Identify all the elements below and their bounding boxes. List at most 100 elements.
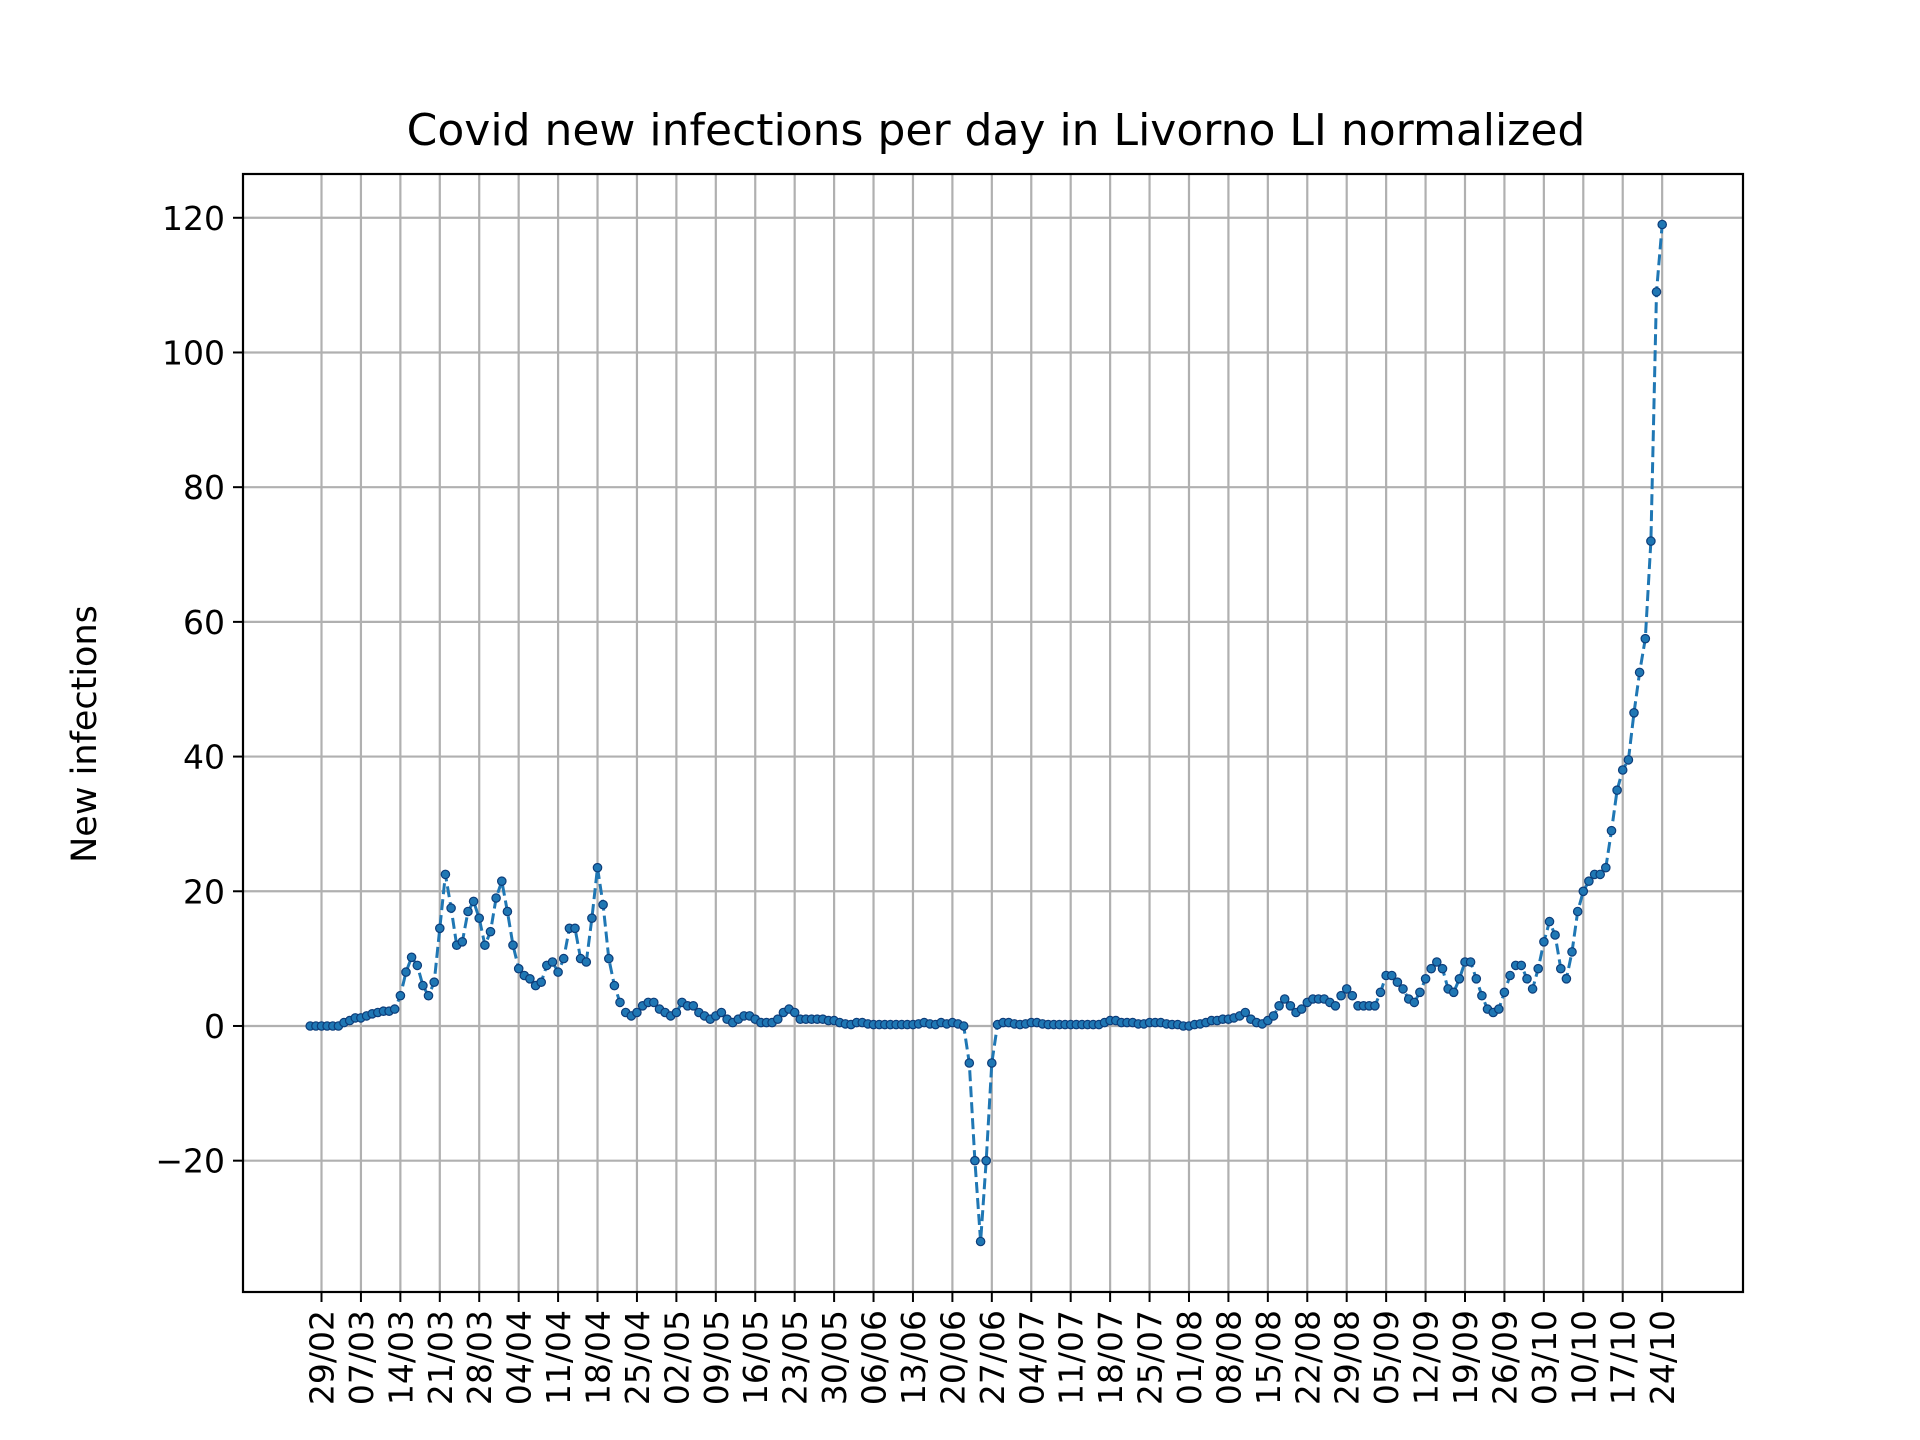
data-point <box>1617 765 1628 775</box>
data-point <box>1370 1000 1380 1011</box>
x-tick-label: 02/05 <box>657 1310 696 1405</box>
data-point <box>1415 987 1425 998</box>
data-point <box>1505 970 1515 981</box>
x-tick-label: 20/06 <box>933 1310 972 1405</box>
data-point <box>1465 957 1476 967</box>
x-tick-label: 08/08 <box>1209 1310 1248 1405</box>
data-point <box>1240 1007 1251 1018</box>
data-point <box>1409 997 1420 1008</box>
y-tick-label: 20 <box>183 872 225 911</box>
data-point <box>1522 973 1532 984</box>
data-point <box>1285 1000 1296 1011</box>
data-point <box>1533 963 1543 974</box>
data-point <box>1539 936 1549 947</box>
data-point <box>1606 825 1617 836</box>
data-point <box>1550 930 1560 940</box>
x-tick-label: 30/05 <box>815 1310 854 1405</box>
data-point <box>463 906 473 917</box>
data-point <box>570 923 580 934</box>
data-point <box>975 1236 986 1247</box>
data-point <box>1437 963 1448 974</box>
x-axis-ticks: 29/02 07/03 14/03 21/03 28/03 04/04 11/04 18/04… <box>303 1292 1682 1405</box>
x-tick-label: 04/07 <box>1012 1310 1051 1405</box>
data-point <box>1426 963 1436 974</box>
data-point <box>474 913 484 923</box>
data-point <box>429 977 439 987</box>
data-point <box>513 963 524 974</box>
data-point <box>592 862 603 873</box>
data-point <box>1527 984 1538 994</box>
data-point <box>468 896 479 907</box>
x-tick-label: 17/10 <box>1604 1310 1643 1405</box>
y-tick-label: 60 <box>183 603 225 642</box>
x-tick-label: 11/04 <box>539 1310 578 1405</box>
data-point <box>558 953 569 964</box>
data-point <box>1432 957 1442 967</box>
data-point <box>609 980 620 991</box>
data-point <box>491 893 501 903</box>
data-point <box>395 990 406 1001</box>
x-tick-label: 18/04 <box>579 1310 618 1405</box>
data-point <box>981 1155 991 1166</box>
data-point <box>496 876 507 886</box>
x-tick-label: 10/10 <box>1564 1310 1603 1405</box>
x-tick-label: 03/10 <box>1525 1310 1564 1405</box>
data-point <box>1584 876 1594 886</box>
data-point <box>581 957 592 967</box>
x-tick-label: 04/04 <box>500 1310 539 1405</box>
data-point <box>598 899 608 910</box>
data-point <box>1268 1011 1279 1021</box>
data-point <box>789 1007 800 1018</box>
y-tick-label: 0 <box>204 1007 225 1046</box>
data-point <box>1544 916 1555 927</box>
x-tick-label: 28/03 <box>460 1310 499 1405</box>
data-point <box>434 923 445 934</box>
data-point <box>964 1058 975 1068</box>
data-point <box>587 913 597 923</box>
data-point <box>986 1058 997 1068</box>
data-point <box>1657 219 1667 230</box>
data-point <box>1646 536 1656 546</box>
y-tick-label: 100 <box>162 333 225 372</box>
x-tick-label: 25/07 <box>1131 1310 1170 1405</box>
data-point <box>536 977 546 987</box>
data-point <box>1330 1000 1341 1011</box>
data-point <box>1612 785 1622 795</box>
data-point <box>1601 862 1611 873</box>
y-tick-label: 120 <box>162 199 225 238</box>
data-point <box>1623 755 1634 765</box>
data-point <box>1516 960 1527 971</box>
data-point <box>1420 973 1431 984</box>
data-point <box>1296 1004 1307 1014</box>
data-point <box>1595 869 1605 880</box>
x-tick-label: 29/08 <box>1328 1310 1367 1405</box>
data-point <box>772 1014 783 1024</box>
data-point <box>525 973 535 984</box>
y-tick-label: 80 <box>183 468 225 507</box>
data-point <box>603 953 614 964</box>
x-tick-label: 29/02 <box>303 1310 342 1405</box>
data-point <box>412 960 423 971</box>
data-point <box>716 1007 727 1018</box>
data-point <box>508 940 518 950</box>
x-tick-label: 14/03 <box>381 1310 420 1405</box>
data-point <box>1567 947 1577 957</box>
data-point <box>688 1000 699 1011</box>
data-point <box>480 940 490 950</box>
x-tick-label: 27/06 <box>973 1310 1012 1405</box>
data-point <box>1336 990 1346 1001</box>
x-tick-label: 24/10 <box>1643 1310 1682 1405</box>
data-point <box>615 997 625 1008</box>
data-point <box>553 967 563 977</box>
y-tick-label: 40 <box>183 738 225 777</box>
data-point <box>1640 633 1651 644</box>
data-point <box>1398 984 1408 994</box>
y-axis-label: New infections <box>65 605 105 863</box>
x-tick-label: 21/03 <box>421 1310 460 1405</box>
data-point <box>418 980 428 991</box>
data-point <box>485 926 496 937</box>
data-point <box>970 1155 980 1166</box>
data-point <box>632 1007 642 1018</box>
